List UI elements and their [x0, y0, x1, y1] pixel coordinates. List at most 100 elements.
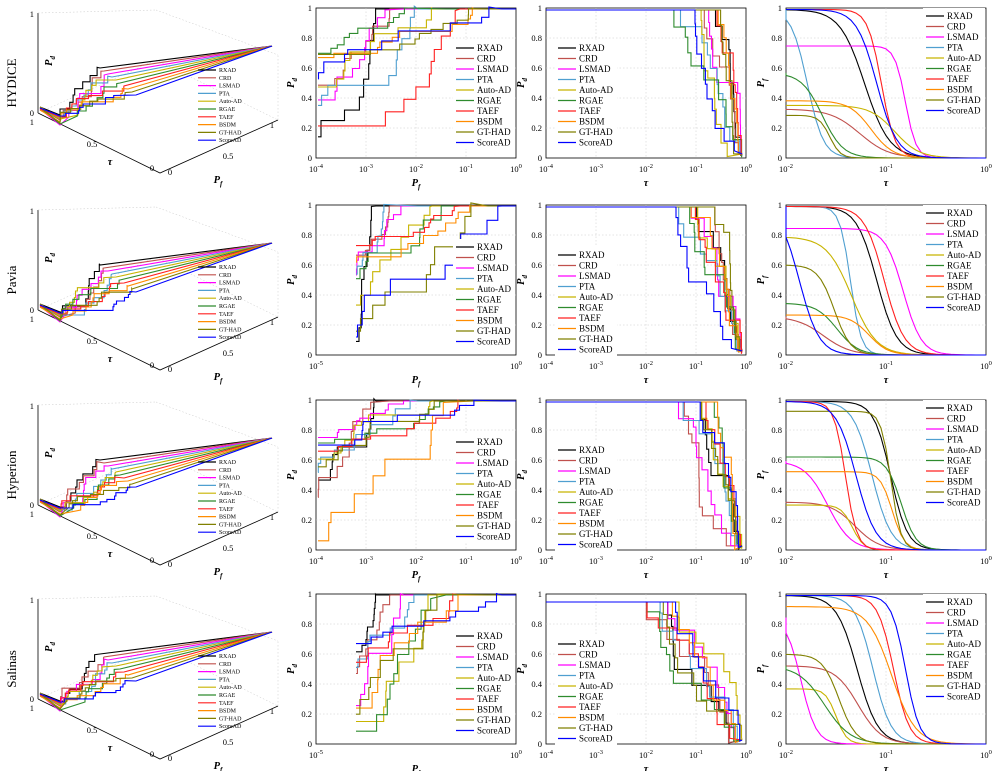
tick-label: 0.5 [87, 531, 98, 541]
x-tick-label: 100 [510, 360, 522, 371]
roc-3d-series-crd [39, 437, 273, 513]
roc-3d-series-scoread [39, 437, 273, 509]
legend-label: BSDM [219, 320, 237, 326]
x-tick-label: 10-1 [689, 163, 703, 174]
legend-label: LSMAD [477, 458, 509, 468]
y-tick-label: 0.6 [531, 649, 542, 659]
legend-label: TAEF [219, 115, 234, 121]
legend-label: CRD [477, 642, 496, 652]
legend-label: LSMAD [947, 424, 979, 434]
y-tick-label: 0.2 [771, 515, 782, 525]
tick-label: 1 [30, 314, 34, 324]
x-tick-label: 10-4 [539, 163, 554, 174]
legend-label: RGAE [947, 64, 972, 74]
y-tick-label: 1 [538, 3, 542, 13]
y-tick-label: 1 [308, 589, 312, 599]
legend-label: GT-HAD [947, 95, 981, 105]
roc-3d-xlabel: τ [108, 743, 113, 754]
y-tick-label: 0.6 [771, 63, 782, 73]
pf-tau-panel: 10-2 10-1 100 0 0.2 0.4 0.6 0.8 1 Pf τ RXADCRDLSMAD… [756, 395, 992, 581]
roc-2d-panel-xlabel: Pf [412, 375, 421, 388]
legend-label: RGAE [579, 692, 604, 702]
legend-label: ScoreAD [477, 726, 511, 736]
roc-2d-panel-series-scoread [318, 399, 516, 446]
y-tick-label: 0.6 [771, 455, 782, 465]
y-tick-label: 0.2 [771, 320, 782, 330]
roc-3d-series-bsdm [39, 631, 273, 709]
roc-2d-panel: 10-4 10-3 10-2 10-1 100 0 0.2 0.4 0.6 0.8 1 Pd Pf RXA… [286, 3, 522, 191]
legend-label: BSDM [477, 511, 503, 521]
legend-label: Auto-AD [477, 284, 511, 294]
y-tick-label: 0 [538, 739, 542, 749]
y-tick-label: 0.2 [301, 709, 312, 719]
legend-label: BSDM [477, 316, 503, 326]
x-tick-label: 10-3 [589, 749, 603, 760]
roc-2d-panel-series-gt-had [318, 8, 516, 55]
legend-label: Auto-AD [947, 639, 981, 649]
legend-label: RGAE [477, 96, 502, 106]
pf-tau-panel-xlabel: τ [884, 178, 889, 189]
roc-2d-panel-series-scoread [356, 205, 516, 338]
legend-label: LSMAD [947, 32, 979, 42]
y-tick-label: 0 [778, 545, 782, 555]
roc-2d-panel-series-pta [317, 399, 516, 474]
pd-tau-panel: 10-4 10-3 10-2 10-1 100 0 0.2 0.4 0.6 0.8 1 Pd τ RXAD… [516, 589, 752, 771]
y-tick-label: 0 [538, 545, 542, 555]
legend-label: ScoreAD [477, 532, 511, 542]
roc-3d-floor-front [37, 112, 279, 174]
legend-label: ScoreAD [219, 138, 242, 144]
legend-label: PTA [477, 469, 494, 479]
y-tick-label: 0.4 [771, 290, 782, 300]
legend-label: LSMAD [477, 652, 509, 662]
legend-label: Auto-AD [579, 681, 613, 691]
roc-3d-top-edge [37, 9, 157, 14]
y-tick-label: 0.2 [771, 123, 782, 133]
legend-label: LSMAD [219, 476, 241, 482]
legend-label: TAEF [477, 305, 499, 315]
y-tick-label: 0 [778, 739, 782, 749]
roc-2d-panel-frame [315, 204, 517, 356]
legend-label: RXAD [579, 445, 605, 455]
pf-tau-panel-legend: RXADCRDLSMADPTAAuto-ADRGAETAEFBSDMGT-HAD… [923, 205, 985, 314]
x-tick-label: 10-1 [459, 163, 473, 174]
x-tick-label: 10-2 [639, 749, 653, 760]
legend-label: GT-HAD [219, 716, 242, 722]
y-tick-label: 1 [308, 395, 312, 405]
row-label-salinas: Salinas [4, 650, 19, 688]
pd-tau-panel-ylabel: Pd [516, 664, 529, 674]
legend-label: BSDM [947, 85, 973, 95]
tick-label: 1 [270, 512, 274, 522]
tick-label: 1 [30, 509, 34, 519]
y-tick-label: 0.2 [531, 123, 542, 133]
tick-label: 1 [270, 706, 274, 716]
y-tick-label: 0.8 [301, 230, 312, 240]
pd-tau-panel-series-pta [546, 601, 743, 743]
x-tick-label: 10-4 [539, 749, 554, 760]
roc-3d-series-scoread [39, 631, 273, 703]
legend-label: Auto-AD [219, 491, 242, 497]
y-tick-label: 0.8 [771, 425, 782, 435]
roc-2d-panel: 10-4 10-3 10-2 10-1 100 0 0.2 0.4 0.6 0.8 1 Pd Pf RXA… [286, 395, 522, 583]
roc-3d-xlabel: τ [108, 354, 113, 365]
legend-label: RXAD [579, 250, 605, 260]
legend-label: LSMAD [579, 466, 611, 476]
tick-label: 0 [150, 749, 154, 759]
y-tick-label: 0.4 [531, 679, 542, 689]
pd-tau-panel-series-rxad [546, 601, 743, 744]
x-tick-label: 100 [980, 163, 992, 174]
legend-label: CRD [219, 662, 232, 668]
legend-label: PTA [477, 663, 494, 673]
tick-label: 1 [270, 120, 274, 130]
roc-3d-top-edge [155, 595, 279, 642]
pd-tau-panel-ylabel: Pd [516, 275, 529, 285]
legend-label: CRD [947, 219, 966, 229]
pf-tau-panel-series-scoread [785, 206, 986, 356]
legend-label: PTA [947, 629, 964, 639]
roc-3d-ylabel: Pf [214, 567, 223, 580]
legend-label: LSMAD [219, 281, 241, 287]
legend-label: PTA [579, 75, 596, 85]
y-tick-label: 1 [778, 395, 782, 405]
legend-label: GT-HAD [579, 334, 613, 344]
legend-label: BSDM [579, 519, 605, 529]
